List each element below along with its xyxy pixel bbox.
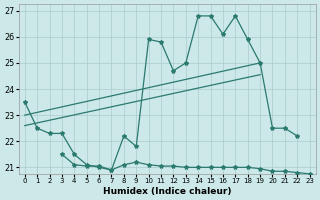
X-axis label: Humidex (Indice chaleur): Humidex (Indice chaleur): [103, 187, 231, 196]
